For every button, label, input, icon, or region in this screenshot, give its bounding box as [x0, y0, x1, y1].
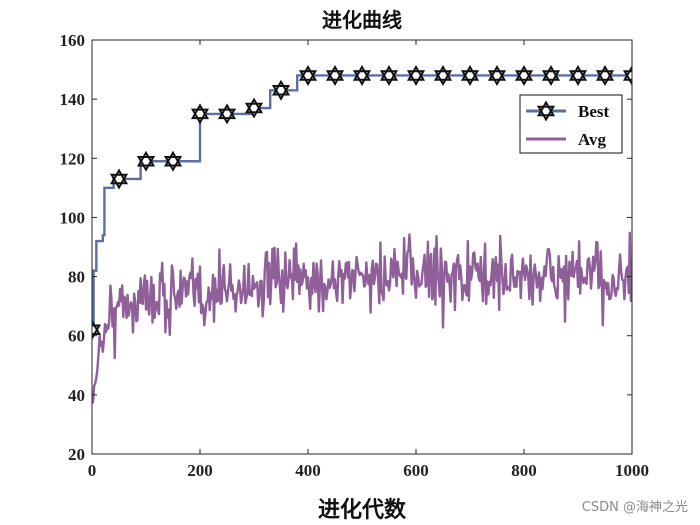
x-tick-label: 400 [295, 461, 321, 480]
best-marker [271, 79, 291, 101]
best-marker [406, 64, 426, 86]
legend-label-best: Best [578, 102, 610, 121]
best-marker [514, 64, 534, 86]
best-marker [298, 64, 318, 86]
chart-title: 进化曲线 [322, 8, 402, 32]
y-tick-label: 20 [68, 445, 85, 464]
best-marker [568, 64, 588, 86]
best-marker [433, 64, 453, 86]
y-tick-label: 80 [68, 268, 85, 287]
x-tick-label: 800 [511, 461, 537, 480]
legend-marker-best [536, 100, 556, 122]
best-marker [379, 64, 399, 86]
series-line-best [92, 74, 632, 331]
best-marker [163, 150, 183, 172]
best-marker [460, 64, 480, 86]
legend-box [519, 94, 623, 154]
best-marker [352, 64, 372, 86]
axes-layer: 20 40 60 80 100 120 140 160 0 200 400 600 800 1000 [60, 31, 650, 480]
y-tick-label: 100 [60, 208, 86, 227]
best-marker [595, 64, 615, 86]
legend-label-avg: Avg [578, 130, 607, 149]
best-marker [487, 64, 507, 86]
best-marker [92, 319, 102, 341]
x-axis-label: 进化代数 [318, 497, 407, 523]
best-marker [541, 64, 561, 86]
best-marker [136, 150, 156, 172]
best-marker [325, 64, 345, 86]
best-marker [244, 97, 264, 119]
y-tick-label: 160 [60, 31, 86, 50]
x-tick-label: 600 [403, 461, 429, 480]
x-tick-label: 1000 [615, 461, 649, 480]
x-tick-label: 0 [88, 461, 97, 480]
axes-box [91, 39, 633, 455]
best-marker [190, 103, 210, 125]
watermark: CSDN @海神之光 [581, 500, 688, 515]
best-marker [622, 64, 632, 86]
legend: Best Avg [519, 94, 623, 154]
y-tick-label: 140 [60, 90, 86, 109]
x-tick-label: 200 [187, 461, 213, 480]
series-line-avg [92, 231, 632, 404]
best-marker [109, 168, 129, 190]
y-tick-label: 60 [68, 327, 85, 346]
y-tick-label: 40 [68, 386, 85, 405]
best-marker [217, 103, 237, 125]
y-tick-label: 120 [60, 149, 86, 168]
series-layer [92, 64, 632, 404]
